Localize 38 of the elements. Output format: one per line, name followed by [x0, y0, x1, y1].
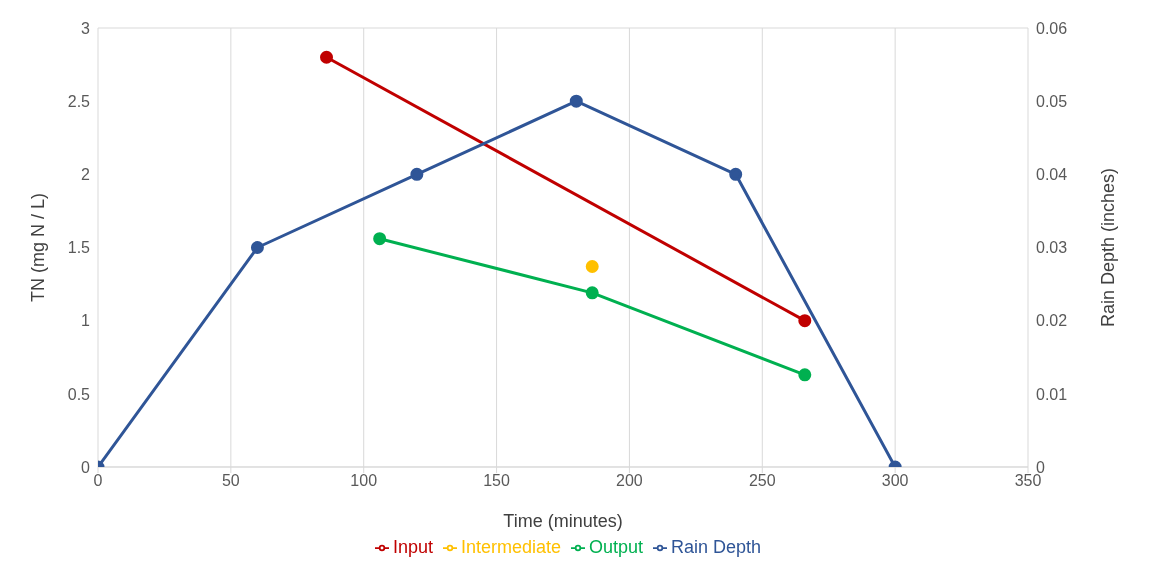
- y2-tick-label: 0.03: [1036, 239, 1068, 257]
- y2-tick-label: 0.05: [1036, 92, 1068, 110]
- y-tick-label: 0: [81, 458, 91, 476]
- y-axis-title: TN (mg N / L): [28, 192, 49, 303]
- legend-label: Rain Depth: [671, 537, 762, 557]
- y-tick-label: 3: [81, 19, 91, 37]
- x-tick-label: 300: [881, 472, 909, 490]
- point: [729, 167, 743, 181]
- y2-axis-title: Rain Depth (inches): [1098, 167, 1119, 328]
- x-tick-label: 100: [350, 472, 378, 490]
- x-axis-title: Time (minutes): [503, 511, 623, 531]
- point: [585, 260, 599, 274]
- x-tick-label: 200: [616, 472, 643, 490]
- point: [320, 50, 334, 64]
- x-tick-label: 0: [93, 472, 103, 490]
- y-tick-label: 1.5: [67, 239, 91, 257]
- y-tick-label: 1: [81, 312, 91, 330]
- y2-tick-label: 0.04: [1036, 166, 1068, 184]
- legend-label: Input: [392, 537, 433, 557]
- point: [250, 241, 264, 254]
- point: [373, 232, 387, 246]
- point: [798, 314, 812, 328]
- x-tick-label: 150: [483, 472, 511, 490]
- legend-label: Output: [589, 537, 644, 557]
- y2-tick-label: 0.06: [1036, 19, 1068, 37]
- y-tick-label: 2: [81, 166, 91, 184]
- x-tick-label: 350: [1014, 472, 1042, 490]
- y-tick-label: 0.5: [67, 385, 91, 403]
- y2-tick-label: 0.01: [1036, 385, 1068, 403]
- point: [569, 94, 583, 108]
- y2-tick-label: 0.02: [1036, 312, 1068, 330]
- x-tick-label: 50: [221, 472, 240, 490]
- point: [410, 167, 424, 181]
- point: [585, 286, 599, 300]
- y-tick-label: 2.5: [67, 92, 91, 110]
- x-tick-label: 250: [748, 472, 776, 490]
- point: [798, 368, 812, 382]
- legend-label: Intermediate: [460, 537, 561, 557]
